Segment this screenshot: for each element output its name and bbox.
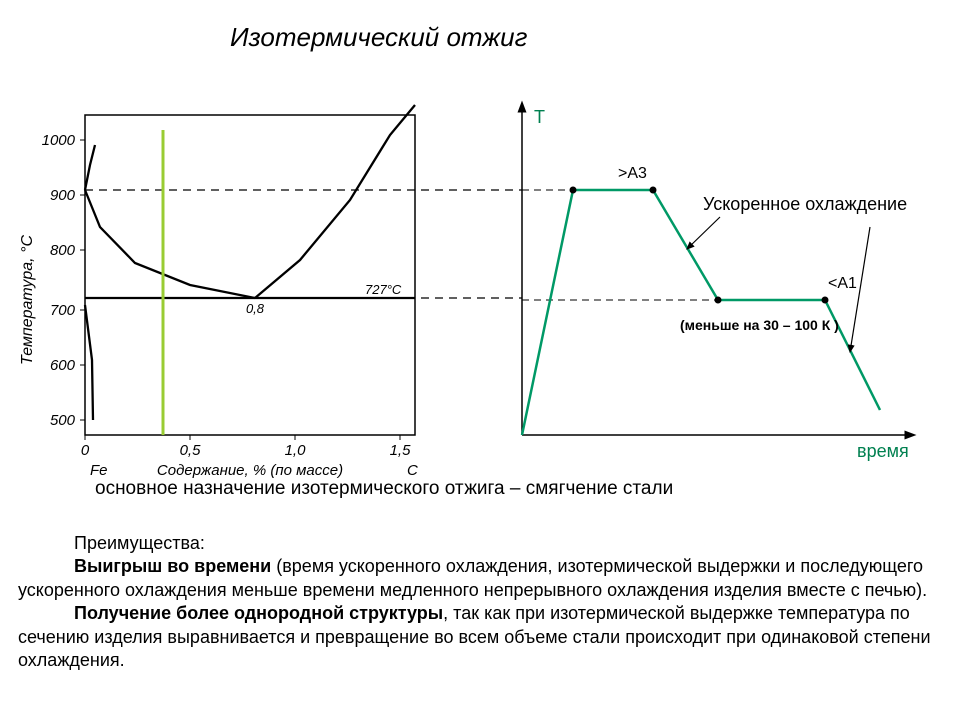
svg-text:Ускоренное охлаждение: Ускоренное охлаждение (703, 194, 907, 214)
svg-text:900: 900 (50, 187, 76, 204)
svg-text:Содержание, % (по массе): Содержание, % (по массе) (157, 462, 343, 479)
advantages-paragraph: Преимущества: Выигрыш во времени (время … (18, 532, 942, 672)
svg-text:>А3: >А3 (618, 165, 647, 182)
svg-text:1,5: 1,5 (390, 442, 412, 459)
phase-diagram: 500 600 700 800 900 1000 Температура, °C 0 0,5 1,… (19, 105, 522, 479)
svg-text:500: 500 (50, 412, 76, 429)
svg-text:727°C: 727°C (365, 282, 402, 297)
advantages-heading: Преимущества: (74, 533, 205, 553)
svg-text:0,5: 0,5 (180, 442, 202, 459)
svg-text:Fe: Fe (90, 462, 108, 479)
svg-text:С: С (407, 462, 418, 479)
svg-text:время: время (857, 441, 909, 461)
time-temp-chart: Твремя >А3 <А1 Ускоренное охлаждение (меньше… (522, 105, 912, 461)
svg-text:1000: 1000 (42, 132, 76, 149)
svg-text:1,0: 1,0 (285, 442, 307, 459)
svg-text:700: 700 (50, 302, 76, 319)
svg-text:Т: Т (534, 107, 545, 127)
svg-text:(меньше на 30 – 100 К ): (меньше на 30 – 100 К ) (680, 317, 839, 333)
svg-text:0: 0 (81, 442, 90, 459)
svg-text:Температура, °C: Температура, °C (19, 235, 36, 365)
svg-text:800: 800 (50, 242, 76, 259)
adv2-bold: Получение более однородной структуры (74, 603, 443, 623)
svg-text:600: 600 (50, 357, 76, 374)
svg-text:0,8: 0,8 (246, 301, 265, 316)
diagram-canvas: 500 600 700 800 900 1000 Температура, °C 0 0,5 1,… (0, 0, 960, 500)
adv1-bold: Выигрыш во времени (74, 556, 271, 576)
svg-text:<А1: <А1 (828, 275, 857, 292)
